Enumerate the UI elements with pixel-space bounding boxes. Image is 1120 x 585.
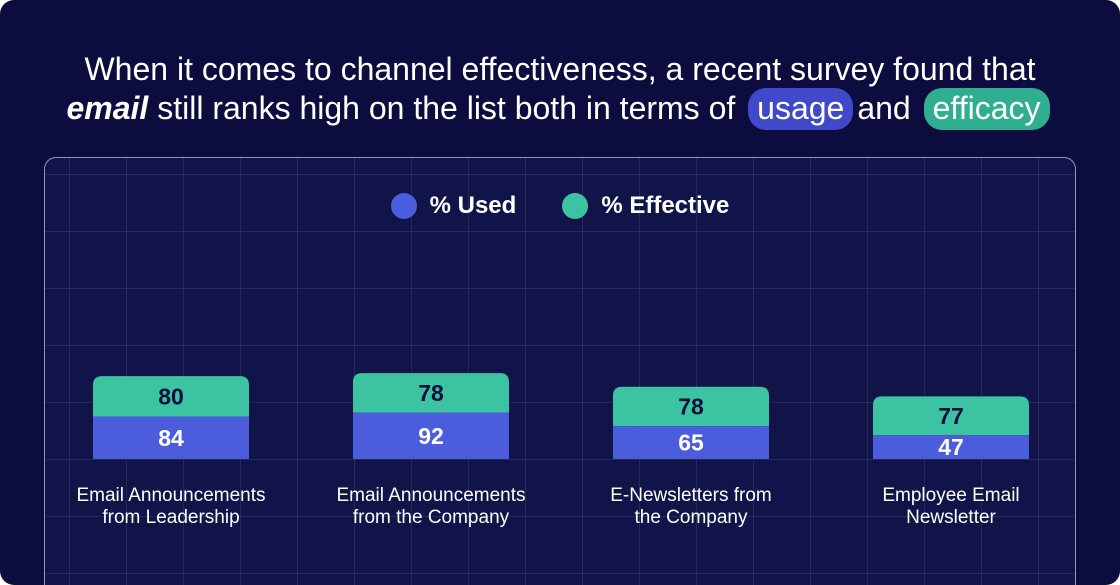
chart-legend: % Used % Effective	[45, 192, 1075, 220]
headline: When it comes to channel effectiveness, …	[0, 50, 1120, 130]
headline-and: and	[857, 90, 911, 126]
category-label: the Company	[634, 507, 748, 528]
headline-emphasis: email	[66, 90, 149, 126]
bar-used	[613, 426, 769, 459]
bar-used	[353, 412, 509, 459]
headline-line-2: email still ranks high on the list both …	[0, 88, 1120, 130]
data-label-used: 47	[938, 434, 964, 460]
headline-line-1: When it comes to channel effectiveness, …	[84, 51, 1036, 87]
category-label: from Leadership	[102, 507, 239, 528]
bar-effective	[353, 373, 509, 413]
category-label: Newsletter	[906, 507, 996, 528]
chart-panel: % Used % Effective 80 84 Email Announcemen…	[44, 157, 1076, 585]
data-label-effective: 77	[938, 403, 964, 429]
legend-item-effective: % Effective	[562, 192, 729, 220]
usage-pill: usage	[748, 88, 854, 130]
legend-swatch-used	[390, 193, 417, 219]
legend-swatch-effective	[562, 193, 589, 219]
data-label-effective: 80	[158, 383, 184, 409]
category-label: Employee Email	[882, 485, 1019, 506]
bar-effective	[873, 396, 1029, 436]
legend-label-effective: % Effective	[601, 192, 730, 219]
category-label: Email Announcements	[336, 485, 525, 506]
bar-effective	[93, 376, 249, 417]
data-label-used: 65	[678, 430, 704, 456]
data-label-used: 92	[418, 423, 444, 449]
efficacy-pill: efficacy	[923, 88, 1050, 130]
category-label: from the Company	[353, 507, 510, 528]
bar-used	[873, 435, 1029, 459]
legend-label-used: % Used	[429, 192, 517, 219]
bar-effective	[613, 386, 769, 427]
category-label: E-Newsletters from	[610, 485, 772, 506]
legend-item-used: % Used	[390, 192, 517, 220]
data-label-used: 84	[158, 425, 184, 451]
data-label-effective: 78	[418, 380, 444, 406]
bar-used	[93, 416, 249, 459]
headline-line-2-text: still ranks high on the list both in ter…	[148, 90, 736, 126]
category-label: Email Announcements	[76, 485, 265, 506]
data-label-effective: 78	[678, 393, 704, 419]
